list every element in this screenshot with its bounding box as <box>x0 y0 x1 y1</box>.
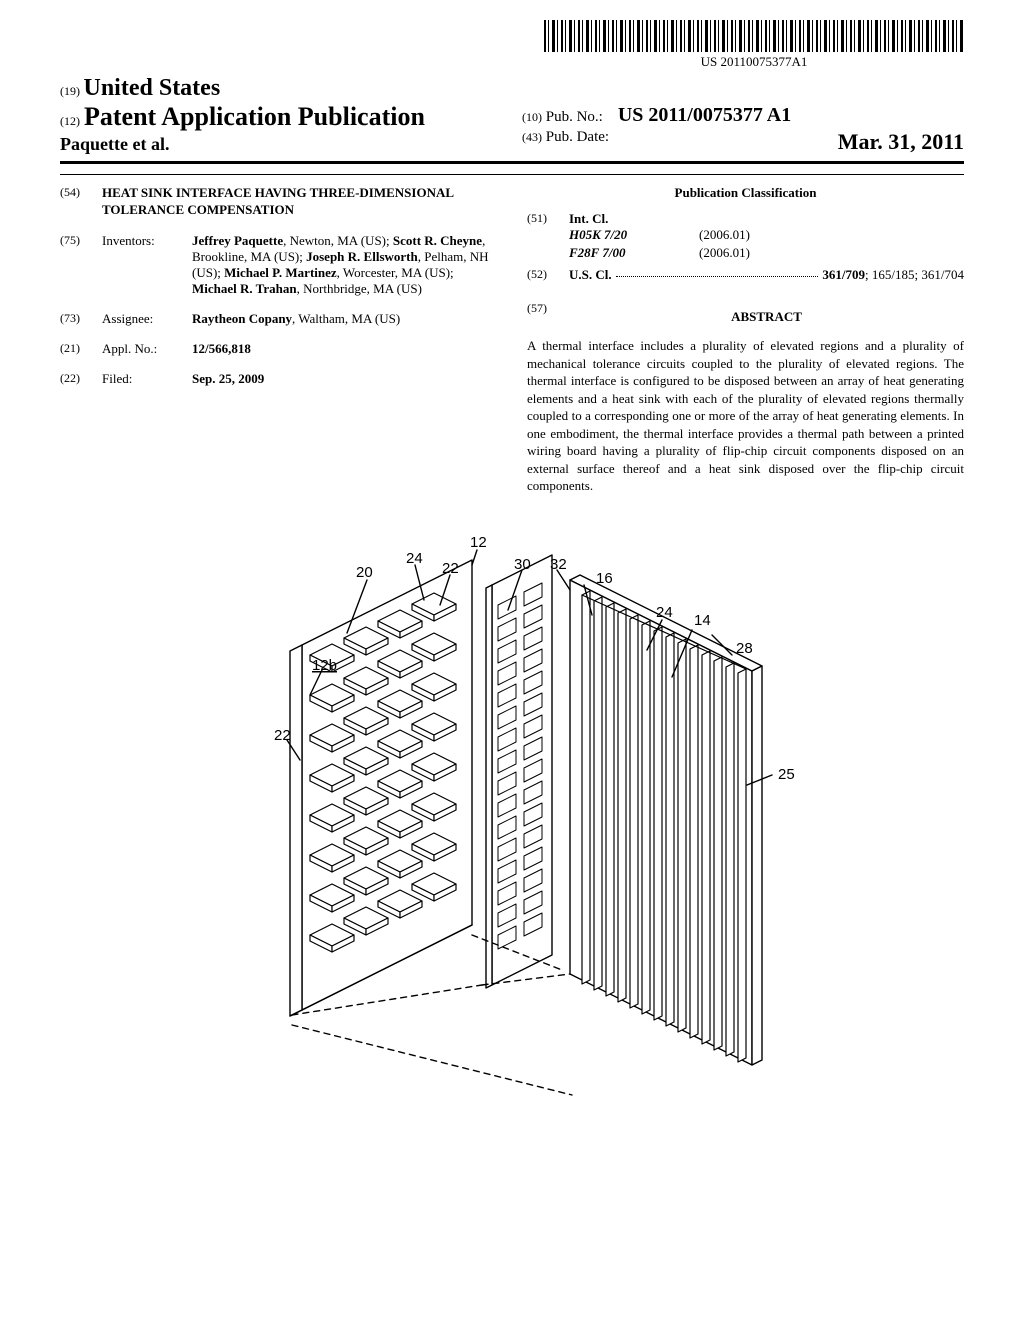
code-10: (10) <box>522 110 542 124</box>
filed-value: Sep. 25, 2009 <box>192 371 497 387</box>
ref-22a: 22 <box>442 560 459 577</box>
title-row: (54) HEAT SINK INTERFACE HAVING THREE-DI… <box>60 185 497 219</box>
applno-label: Appl. No.: <box>102 341 192 357</box>
applno-value-bold: 12/566,818 <box>192 341 251 356</box>
intcl-version: (2006.01) <box>699 227 750 243</box>
intcl-class: F28F 7/00 <box>569 245 699 261</box>
code-43: (43) <box>522 130 542 144</box>
authors-line: Paquette et al. <box>60 134 502 155</box>
ref-16: 16 <box>596 570 613 587</box>
barcode: US 20110075377A1 <box>544 20 964 70</box>
uscl-val: 361/709; 165/185; 361/704 <box>822 267 964 283</box>
right-column: Publication Classification (51) Int. Cl.… <box>527 185 964 495</box>
ref-24b: 24 <box>656 604 673 621</box>
inventors-label: Inventors: <box>102 233 192 297</box>
ref-25: 25 <box>778 766 795 783</box>
ref-24a: 24 <box>406 550 423 567</box>
country-line: (19) United States <box>60 75 502 102</box>
hr-thick <box>60 161 964 164</box>
code-12: (12) <box>60 114 80 128</box>
uscl-dots <box>616 267 819 277</box>
pubdate-value: Mar. 31, 2011 <box>838 129 964 155</box>
uscl-rest: ; 165/185; 361/704 <box>865 267 964 282</box>
filed-code: (22) <box>60 371 102 387</box>
uscl-row: (52) U.S. Cl. 361/709; 165/185; 361/704 <box>527 267 964 293</box>
inventors-code: (75) <box>60 233 102 297</box>
figure-area: 12 24 20 22 12b 22 30 16 32 24 14 28 25 <box>60 525 964 1150</box>
ref-14: 14 <box>694 612 711 629</box>
hr-thin <box>60 174 964 175</box>
pubdate-line: (43) Pub. Date: Mar. 31, 2011 <box>522 129 964 146</box>
intcl-label: Int. Cl. <box>569 211 964 227</box>
abstract-code: (57) <box>527 301 569 333</box>
inventors-value: Jeffrey Paquette, Newton, MA (US); Scott… <box>192 233 497 297</box>
code-19: (19) <box>60 84 80 98</box>
uscl-label: U.S. Cl. <box>569 267 612 283</box>
intcl-code: (51) <box>527 211 569 263</box>
ref-30: 30 <box>514 556 531 573</box>
intcl-label-b: Int. Cl. <box>569 211 608 226</box>
barcode-stripes <box>544 20 964 52</box>
applno-row: (21) Appl. No.: 12/566,818 <box>60 341 497 357</box>
ref-22b: 22 <box>274 727 291 744</box>
intcl-block: Int. Cl. H05K 7/20(2006.01)F28F 7/00(200… <box>569 211 964 263</box>
ref-12: 12 <box>470 534 487 551</box>
intcl-rows: H05K 7/20(2006.01)F28F 7/00(2006.01) <box>569 227 964 261</box>
inventors-row: (75) Inventors: Jeffrey Paquette, Newton… <box>60 233 497 297</box>
pubno-label: Pub. No.: <box>546 109 603 125</box>
ref-32: 32 <box>550 556 567 573</box>
title-text: HEAT SINK INTERFACE HAVING THREE-DIMENSI… <box>102 185 497 219</box>
abstract-text: A thermal interface includes a plurality… <box>527 337 964 495</box>
pubno-line: (10) Pub. No.: US 2011/0075377 A1 <box>522 104 964 127</box>
intcl-class: H05K 7/20 <box>569 227 699 243</box>
title-code: (54) <box>60 185 102 219</box>
applno-code: (21) <box>60 341 102 357</box>
intcl-row: (51) Int. Cl. H05K 7/20(2006.01)F28F 7/0… <box>527 211 964 263</box>
abstract-heading: ABSTRACT <box>569 309 964 325</box>
header-block: (19) United States (12) Patent Applicati… <box>60 75 964 155</box>
header-left: (19) United States (12) Patent Applicati… <box>60 75 502 155</box>
abstract-heading-row: (57) ABSTRACT <box>527 301 964 333</box>
pub-type-line: (12) Patent Application Publication <box>60 102 502 132</box>
assignee-label: Assignee: <box>102 311 192 327</box>
intcl-entry: F28F 7/00(2006.01) <box>569 245 964 261</box>
pubno-value: US 2011/0075377 A1 <box>618 104 791 126</box>
barcode-text: US 20110075377A1 <box>544 54 964 70</box>
filed-row: (22) Filed: Sep. 25, 2009 <box>60 371 497 387</box>
uscl-bold: 361/709 <box>822 267 865 282</box>
intcl-version: (2006.01) <box>699 245 750 261</box>
header-right: (10) Pub. No.: US 2011/0075377 A1 (43) P… <box>502 104 964 155</box>
ref-12b: 12b <box>312 657 337 674</box>
intcl-entry: H05K 7/20(2006.01) <box>569 227 964 243</box>
thermal-interface <box>486 555 552 988</box>
assignee-row: (73) Assignee: Raytheon Copany, Waltham,… <box>60 311 497 327</box>
patent-figure: 12 24 20 22 12b 22 30 16 32 24 14 28 25 <box>192 525 832 1145</box>
pub-type: Patent Application Publication <box>84 102 425 131</box>
classification-heading: Publication Classification <box>527 185 964 201</box>
assignee-value: Raytheon Copany, Waltham, MA (US) <box>192 311 497 327</box>
uscl-code: (52) <box>527 267 569 293</box>
barcode-area: US 20110075377A1 <box>60 20 964 71</box>
ref-20: 20 <box>356 564 373 581</box>
biblio-columns: (54) HEAT SINK INTERFACE HAVING THREE-DI… <box>60 185 964 495</box>
assignee-code: (73) <box>60 311 102 327</box>
country-name: United States <box>84 75 221 101</box>
left-column: (54) HEAT SINK INTERFACE HAVING THREE-DI… <box>60 185 497 495</box>
ref-28: 28 <box>736 640 753 657</box>
filed-label: Filed: <box>102 371 192 387</box>
uscl-line: U.S. Cl. 361/709; 165/185; 361/704 <box>569 267 964 283</box>
applno-value: 12/566,818 <box>192 341 497 357</box>
pubdate-label: Pub. Date: <box>546 129 609 145</box>
filed-value-bold: Sep. 25, 2009 <box>192 371 264 386</box>
